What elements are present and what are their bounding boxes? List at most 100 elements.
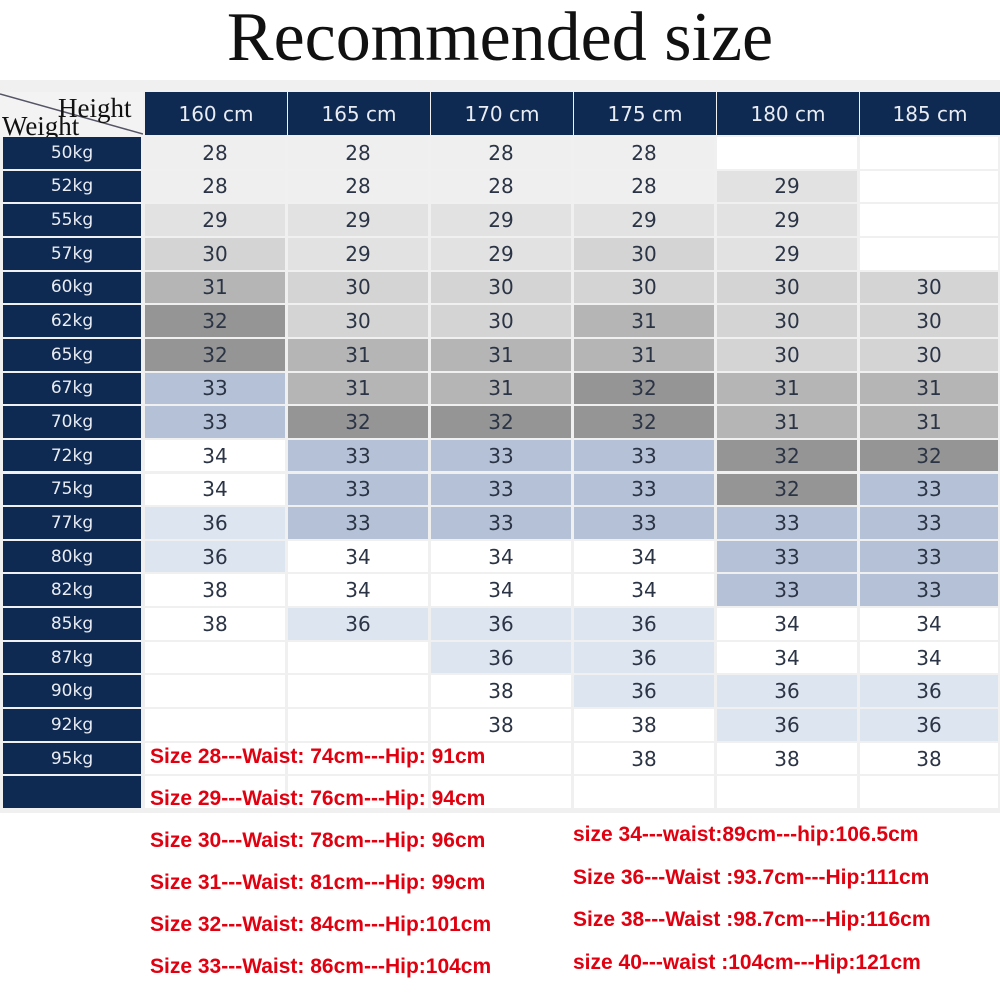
size-cell: 36 [574,641,714,674]
size-cell: 29 [717,170,857,203]
size-cell: 36 [431,641,571,674]
size-cell: 30 [574,271,714,304]
size-cell: 34 [860,608,998,640]
size-cell: 34 [574,574,714,607]
size-cell: 29 [717,237,857,270]
size-cell: 33 [860,540,998,573]
weight-header: 72kg [3,439,141,472]
size-cell: 32 [860,439,998,472]
diagonal-divider [0,93,143,135]
weight-header: 52kg [3,170,141,203]
size-cell: 30 [574,237,714,270]
size-cell: 38 [574,742,714,775]
size-cell: 29 [431,237,571,270]
size-cell: 33 [288,507,428,539]
size-cell: 36 [860,709,998,741]
size-cell: 36 [145,507,285,539]
size-note: Size 30---Waist: 78cm---Hip: 96cm [150,829,486,852]
weight-header: 77kg [3,507,141,539]
size-cell: 31 [717,406,857,438]
size-cell: 36 [574,608,714,640]
size-cell: 33 [574,439,714,472]
size-cell: 38 [431,709,571,741]
weight-header: 55kg [3,204,141,236]
size-cell: 28 [145,170,285,203]
size-cell: 31 [288,372,428,405]
size-cell: 36 [717,675,857,708]
size-note: Size 28---Waist: 74cm---Hip: 91cm [150,745,486,768]
size-cell: 30 [288,271,428,304]
size-cell [288,641,428,674]
size-table: Height Weight 160 cm 165 cm 170 cm 175 cm 18… [0,80,1000,813]
size-cell: 32 [574,372,714,405]
size-note: Size 32---Waist: 84cm---Hip:101cm [150,913,492,936]
size-cell: 33 [717,507,857,539]
size-cell: 38 [574,709,714,741]
weight-header: 75kg [3,473,141,506]
size-cell: 32 [288,406,428,438]
size-cell [145,776,285,808]
size-cell: 30 [717,338,857,371]
size-cell: 33 [431,439,571,472]
weight-header: 92kg [3,709,141,741]
size-cell: 36 [860,675,998,708]
size-cell [860,237,998,270]
size-cell: 33 [717,540,857,573]
size-cell: 36 [717,709,857,741]
size-cell: 33 [145,406,285,438]
size-cell: 30 [145,237,285,270]
size-cell: 38 [717,742,857,775]
size-note: Size 33---Waist: 86cm---Hip:104cm [150,955,492,978]
size-cell: 32 [431,406,571,438]
size-cell: 34 [288,574,428,607]
size-cell: 36 [288,608,428,640]
size-cell [145,742,285,775]
height-header: 160 cm [145,92,287,135]
size-cell: 28 [431,170,571,203]
size-cell: 36 [574,675,714,708]
size-cell: 30 [288,305,428,337]
size-cell: 34 [717,641,857,674]
size-cell: 29 [288,204,428,236]
size-note: Size 38---Waist :98.7cm---Hip:116cm [573,908,931,931]
size-cell: 36 [431,608,571,640]
size-cell [717,137,857,169]
size-cell: 31 [145,271,285,304]
size-cell: 34 [288,540,428,573]
size-cell: 33 [574,473,714,506]
size-cell [145,675,285,708]
size-cell: 31 [717,372,857,405]
size-cell: 33 [288,439,428,472]
size-cell: 28 [288,170,428,203]
weight-header [3,776,141,808]
height-header: 180 cm [717,92,859,135]
size-cell: 30 [860,338,998,371]
weight-header: 87kg [3,641,141,674]
size-cell: 32 [145,305,285,337]
size-cell [431,776,571,808]
size-cell: 32 [145,338,285,371]
weight-header: 95kg [3,742,141,775]
height-header: 185 cm [860,92,1000,135]
size-cell: 34 [431,540,571,573]
page-title: Recommended size [226,0,774,76]
size-cell [860,204,998,236]
size-cell: 28 [574,137,714,169]
size-cell: 30 [431,271,571,304]
size-cell: 32 [717,473,857,506]
size-cell [288,776,428,808]
size-cell: 38 [431,675,571,708]
size-cell: 33 [431,473,571,506]
weight-header: 50kg [3,137,141,169]
size-cell: 28 [145,137,285,169]
size-cell: 33 [288,473,428,506]
size-cell [288,742,428,775]
size-cell: 33 [717,574,857,607]
size-cell [145,709,285,741]
weight-header: 67kg [3,372,141,405]
size-cell: 29 [145,204,285,236]
size-note: size 34---waist:89cm---hip:106.5cm [573,823,919,846]
size-cell [860,776,998,808]
size-cell: 32 [717,439,857,472]
size-cell: 30 [860,271,998,304]
